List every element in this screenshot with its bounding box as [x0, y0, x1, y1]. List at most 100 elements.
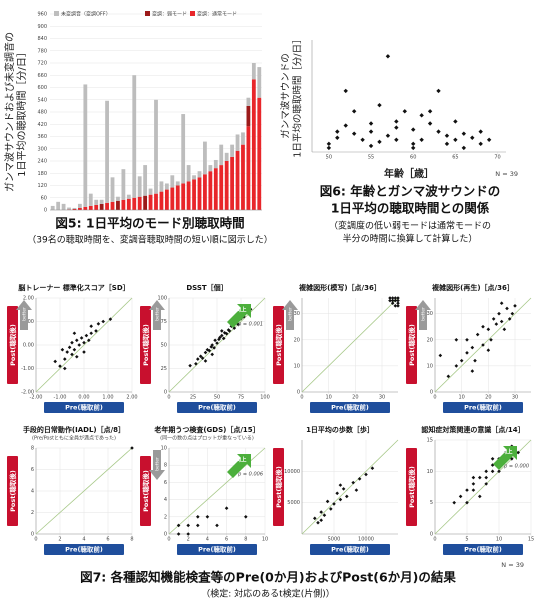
data-point	[322, 513, 327, 517]
data-point	[94, 329, 98, 333]
data-point	[368, 129, 374, 134]
bar-segment	[251, 79, 256, 210]
data-point	[210, 352, 214, 357]
data-point	[481, 343, 485, 347]
y-tick-label: 2	[164, 514, 167, 520]
bar-segment	[213, 159, 218, 169]
data-point	[335, 135, 340, 140]
x-tick-label: 6	[225, 537, 228, 543]
data-point	[507, 317, 512, 321]
data-point	[491, 317, 496, 321]
data-point	[63, 366, 67, 371]
data-point	[205, 515, 210, 519]
data-point	[444, 133, 450, 138]
y-tick-label: 1.00	[23, 319, 34, 325]
data-point	[325, 499, 330, 504]
data-point	[446, 374, 451, 379]
data-point	[377, 139, 382, 145]
bar-segment	[99, 203, 104, 210]
x-tick-label: 0	[167, 537, 170, 543]
bar-segment	[186, 181, 191, 210]
x-label-box	[177, 402, 257, 413]
data-point	[452, 500, 456, 505]
data-point	[390, 298, 395, 303]
data-point	[411, 127, 416, 132]
bar-segment	[67, 207, 71, 210]
data-point	[478, 129, 483, 134]
x-tick-label: -2.00	[30, 395, 43, 401]
data-point	[343, 88, 348, 94]
data-point	[478, 475, 482, 480]
data-point	[70, 340, 74, 345]
data-point	[96, 322, 101, 326]
data-point	[101, 319, 105, 324]
fig6-subtitle: （変調度の低い弱モードは通常モードの	[329, 220, 491, 232]
data-point	[490, 457, 495, 461]
y-tick-label: 180	[37, 171, 47, 177]
x-axis-label: Pre(聴取前)	[331, 545, 369, 554]
bar-segment	[246, 126, 251, 210]
data-point	[220, 333, 224, 338]
bar-segment	[159, 181, 164, 192]
y-tick-label: 10	[427, 363, 433, 369]
y-tick-label: 0	[44, 208, 47, 214]
panel-title: 1日平均の歩数［歩］	[306, 425, 374, 434]
bar-segment	[50, 205, 55, 210]
y-tick-label: 780	[37, 48, 47, 54]
data-point	[351, 131, 357, 136]
panel-note: (同一の数の点はプロットが重なっている)	[160, 435, 254, 442]
data-point	[368, 143, 374, 149]
bar-segment	[137, 176, 142, 197]
better-arrow	[149, 450, 165, 480]
y-label-box	[273, 306, 284, 384]
bar-segment	[105, 202, 109, 210]
data-point	[513, 304, 517, 308]
x-tick-label: 5000	[328, 537, 341, 543]
data-point	[394, 137, 399, 142]
data-point	[221, 336, 226, 341]
bar-segment	[192, 175, 196, 180]
x-tick-label: 0	[300, 395, 303, 401]
y-tick-label: 840	[37, 36, 47, 42]
data-point	[396, 296, 400, 300]
data-point	[176, 523, 181, 528]
y-tick-label: 960	[37, 12, 47, 18]
y-axis-label: Post(聴取後)	[8, 470, 17, 512]
x-tick-label: 75	[238, 395, 244, 401]
panel-note: (Pre/Postともに全員が満点であった)	[32, 435, 116, 442]
x-label-box	[443, 402, 523, 413]
data-point	[510, 311, 515, 316]
data-point	[198, 354, 203, 359]
data-point	[236, 322, 240, 327]
data-point	[215, 341, 219, 345]
data-point	[357, 477, 362, 481]
data-point	[436, 88, 441, 94]
data-point	[484, 475, 488, 480]
data-point	[453, 119, 458, 124]
y-tick-label: 30	[294, 311, 300, 317]
data-point	[370, 466, 375, 470]
data-point	[490, 469, 495, 474]
bar-segment	[219, 144, 224, 166]
data-point	[203, 359, 208, 363]
y-axis-label: 1日平均の聴取時間［分/日］	[16, 47, 28, 177]
data-point	[200, 356, 205, 360]
x-tick-label: 10000	[358, 537, 374, 543]
y-axis-label: Post(聴取後)	[141, 470, 150, 512]
bar-segment	[224, 152, 229, 161]
bar-segment	[116, 200, 120, 210]
x-tick-label: 8	[244, 537, 247, 543]
y-axis-label: ガンマ波サウンドおよび未変調音の	[3, 32, 16, 192]
y-tick-label: 50	[161, 343, 167, 349]
bar-segment	[203, 141, 207, 175]
bar-segment	[137, 196, 142, 210]
bar-segment	[94, 204, 99, 210]
y-axis-label: Post(聴取後)	[407, 324, 416, 366]
x-axis-label: Pre(聴取前)	[331, 403, 369, 412]
x-axis-label: Pre(聴取前)	[198, 545, 236, 554]
data-point	[494, 322, 499, 326]
data-point	[220, 329, 224, 333]
data-point	[82, 350, 86, 354]
y-tick-label: 5	[430, 500, 433, 506]
